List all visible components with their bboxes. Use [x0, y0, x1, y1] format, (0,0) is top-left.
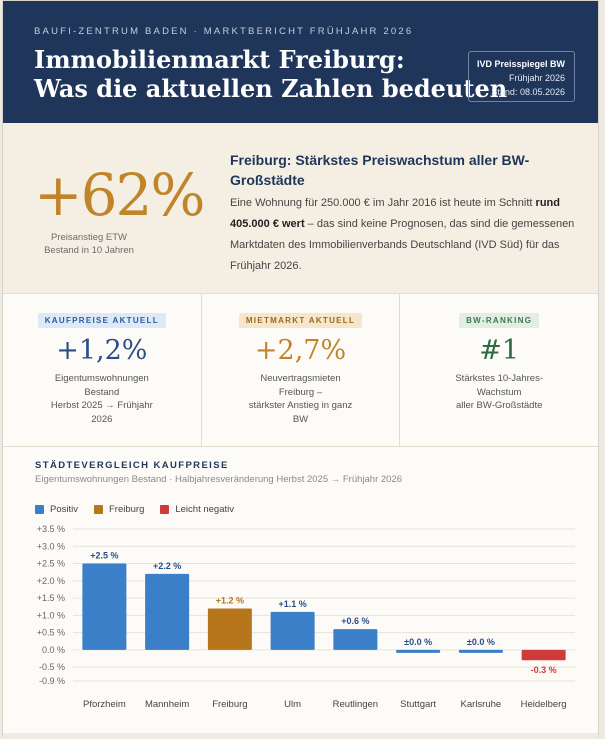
- card-desc-line: Bestand: [84, 386, 120, 398]
- card-tag: MIETMARKT AKTUELL: [238, 313, 363, 328]
- legend-item-positive: Positiv: [35, 504, 78, 515]
- y-tick-label: -0.5 %: [39, 662, 65, 672]
- chart-section: STÄDTEVERGLEICH KAUFPREISE Eigentumswohn…: [3, 447, 598, 739]
- card-desc-line: stärkster Anstieg in ganz: [248, 400, 353, 411]
- stat-card-ranking: BW-RANKING #1 Stärkstes 10-Jahres- Wachs…: [400, 294, 598, 446]
- title-line-1: Immobilienmarkt Freiburg:: [34, 45, 405, 74]
- bar-reutlingen: [333, 629, 378, 650]
- y-tick-label: +1.0 %: [37, 610, 65, 620]
- chart-legend: Positiv Freiburg Leicht negativ: [35, 504, 234, 515]
- chart-subtitle: Eigentumswohnungen Bestand · Halbjahresv…: [35, 474, 403, 485]
- big-stat-caption-2: Bestand in 10 Jahren: [44, 245, 134, 256]
- intro-section: +62% Preisanstieg ETW Bestand in 10 Jahr…: [3, 123, 598, 294]
- data-label: +2.5 %: [90, 551, 118, 561]
- y-tick-label: +2.5 %: [37, 559, 65, 569]
- intro-body: Eine Wohnung für 250.000 € im Jahr 2016 …: [230, 193, 580, 277]
- page-title: Immobilienmarkt Freiburg: Was die aktuel…: [34, 45, 507, 103]
- title-line-2: Was die aktuellen Zahlen bedeuten: [34, 74, 508, 103]
- x-tick-label: Ulm: [284, 699, 301, 710]
- legend-swatch-positive: [35, 505, 44, 514]
- legend-swatch-freiburg: [93, 505, 103, 514]
- card-tag: BW-RANKING: [459, 313, 540, 328]
- card-desc-line: Herbst 2025 → Frühjahr: [50, 400, 153, 411]
- header-kicker: BAUFI-ZENTRUM BADEN · MARKTBERICHT FRÜHJ…: [34, 26, 414, 37]
- x-tick-label: Freiburg: [212, 699, 247, 710]
- data-label: +2.2 %: [153, 561, 181, 571]
- chart-title: STÄDTEVERGLEICH KAUFPREISE: [35, 460, 229, 471]
- bar-pforzheim: [82, 563, 127, 650]
- legend-item-freiburg: Freiburg: [93, 504, 145, 515]
- badge-date: Stand: 08.05.2026: [491, 87, 565, 97]
- source-badge: IVD Preisspiegel BW Frühjahr 2026 Stand:…: [468, 51, 575, 102]
- card-value: +1,2%: [56, 335, 148, 366]
- badge-period: Frühjahr 2026: [508, 73, 565, 83]
- big-stat-caption: Preisanstieg ETW Bestand in 10 Jahren: [29, 231, 149, 257]
- data-label: +0.6 %: [341, 616, 369, 626]
- bottom-band: [3, 733, 598, 739]
- intro-headline: Freiburg: Stärkstes Preiswachstum aller …: [230, 152, 530, 188]
- big-stat-value: +62%: [34, 161, 206, 229]
- y-tick-label: -0.9 %: [39, 676, 65, 686]
- card-desc-line: BW: [292, 413, 309, 425]
- y-tick-label: +2.0 %: [37, 576, 65, 586]
- card-desc-line: Freiburg –: [278, 386, 323, 398]
- intro-body-2: – das sind keine Prognosen, das sind die…: [230, 218, 575, 272]
- card-description: Neuvertragsmieten Freiburg – stärkster A…: [241, 372, 361, 426]
- legend-label: Positiv: [50, 504, 78, 515]
- y-tick-label: +0.5 %: [37, 628, 65, 638]
- bar-mannheim: [145, 573, 190, 650]
- stat-card-mietmarkt: MIETMARKT AKTUELL +2,7% Neuvertragsmiete…: [202, 294, 401, 446]
- x-tick-label: Stuttgart: [400, 699, 436, 710]
- card-desc-line: Stärkstes 10-Jahres-: [455, 373, 543, 384]
- big-stat-caption-1: Preisanstieg ETW: [50, 232, 128, 243]
- stat-card-kaufpreise: KAUFPREISE AKTUELL +1,2% Eigentumswohnun…: [3, 294, 202, 446]
- card-description: Stärkstes 10-Jahres- Wachstum aller BW-G…: [439, 372, 559, 413]
- header: BAUFI-ZENTRUM BADEN · MARKTBERICHT FRÜHJ…: [3, 1, 598, 123]
- card-desc-line: Eigentumswohnungen: [54, 373, 149, 384]
- card-description: Eigentumswohnungen Bestand Herbst 2025 →…: [42, 372, 162, 426]
- legend-item-negative: Leicht negativ: [160, 504, 234, 515]
- y-tick-label: +3.0 %: [37, 541, 65, 551]
- data-label: +1.1 %: [278, 599, 306, 609]
- y-tick-label: +3.5 %: [37, 524, 65, 534]
- bar-karlsruhe: [458, 649, 503, 653]
- card-desc-line: Wachstum: [476, 386, 522, 398]
- data-label: ±0.0 %: [467, 637, 495, 647]
- data-label: +1.2 %: [216, 595, 244, 605]
- card-desc-line: aller BW-Großstädte: [455, 400, 543, 411]
- bar-chart: +3.5 % +3.0 % +2.5 % +2.0 % +1.5 % +1.0 % +0.5…: [37, 524, 575, 710]
- card-desc-line: 2026: [91, 413, 113, 425]
- legend-swatch-negative: [160, 505, 170, 514]
- legend-label: Freiburg: [108, 504, 145, 515]
- card-value: #1: [479, 335, 520, 366]
- badge-title: IVD Preisspiegel BW: [476, 59, 565, 69]
- bar-ulm: [270, 611, 315, 650]
- y-tick-label: +1.5 %: [37, 593, 65, 603]
- data-label: -0.3 %: [531, 665, 557, 675]
- bar-stuttgart: [396, 649, 441, 653]
- x-tick-label: Heidelberg: [521, 699, 567, 710]
- stat-cards: KAUFPREISE AKTUELL +1,2% Eigentumswohnun…: [3, 294, 598, 447]
- card-value: +2,7%: [254, 335, 347, 366]
- x-tick-label: Reutlingen: [333, 699, 378, 710]
- legend-label: Leicht negativ: [175, 504, 234, 515]
- data-label: ±0.0 %: [404, 637, 432, 647]
- x-tick-label: Mannheim: [145, 699, 189, 710]
- card-desc-line: Neuvertragsmieten: [260, 373, 341, 384]
- x-tick-label: Pforzheim: [83, 699, 126, 710]
- intro-body-bold: rund 405.000 € wert: [230, 197, 560, 230]
- y-tick-label: 0.0 %: [42, 645, 65, 655]
- bar-freiburg: [207, 608, 252, 650]
- bar-heidelberg: [521, 649, 566, 661]
- card-tag: KAUFPREISE AKTUELL: [37, 313, 166, 328]
- intro-body-1: Eine Wohnung für 250.000 € im Jahr 2016 …: [230, 197, 536, 209]
- x-tick-label: Karlsruhe: [461, 699, 502, 710]
